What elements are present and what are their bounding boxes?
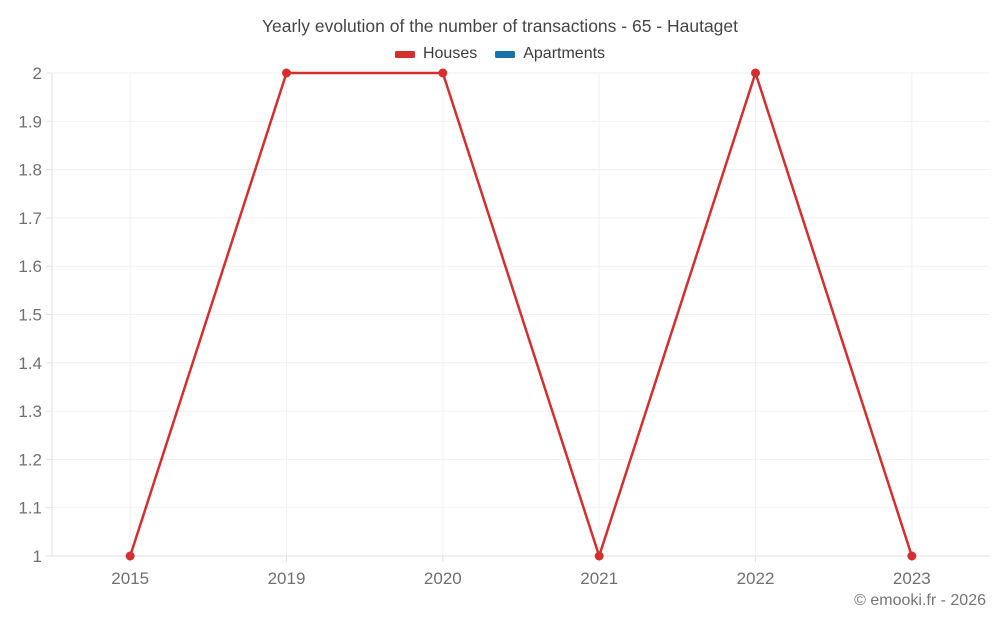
houses-series-line xyxy=(128,71,914,558)
y-tick-label: 1.9 xyxy=(18,112,42,131)
legend: Houses Apartments xyxy=(0,45,1000,63)
copyright-text: © emooki.fr - 2026 xyxy=(854,592,986,609)
x-tick-label: 2021 xyxy=(580,569,618,588)
houses-data-point xyxy=(438,68,448,78)
chart-title: Yearly evolution of the number of transa… xyxy=(261,16,739,36)
y-tick-label: 1.5 xyxy=(18,306,42,325)
x-tick-label: 2020 xyxy=(424,569,462,588)
y-tick-label: 1.4 xyxy=(18,354,42,373)
y-tick-label: 1.6 xyxy=(18,257,42,276)
y-tick-label: 1.7 xyxy=(18,209,42,228)
apartments-series-swatch-icon xyxy=(495,50,516,58)
y-tick-label: 2 xyxy=(33,64,42,83)
houses-data-point xyxy=(594,551,604,561)
legend-label-houses: Houses xyxy=(422,45,478,62)
x-tick-label: 2015 xyxy=(111,569,149,588)
legend-item-apartments[interactable]: Apartments xyxy=(495,45,605,63)
x-tick-label: 2023 xyxy=(893,569,931,588)
y-tick-label: 1.3 xyxy=(18,402,42,421)
houses-data-point xyxy=(907,551,917,561)
houses-data-point xyxy=(125,551,135,561)
legend-item-houses[interactable]: Houses xyxy=(394,45,478,63)
x-tick-label: 2019 xyxy=(268,569,306,588)
x-tick-label: 2022 xyxy=(737,569,775,588)
y-tick-label: 1.2 xyxy=(18,450,42,469)
y-tick-label: 1.1 xyxy=(18,499,42,518)
houses-data-point xyxy=(282,68,291,78)
y-tick-label: 1 xyxy=(33,547,42,566)
houses-series-swatch-icon xyxy=(394,50,415,58)
houses-data-point xyxy=(751,68,760,78)
legend-label-apartments: Apartments xyxy=(523,45,606,62)
y-tick-label: 1.8 xyxy=(18,161,42,180)
